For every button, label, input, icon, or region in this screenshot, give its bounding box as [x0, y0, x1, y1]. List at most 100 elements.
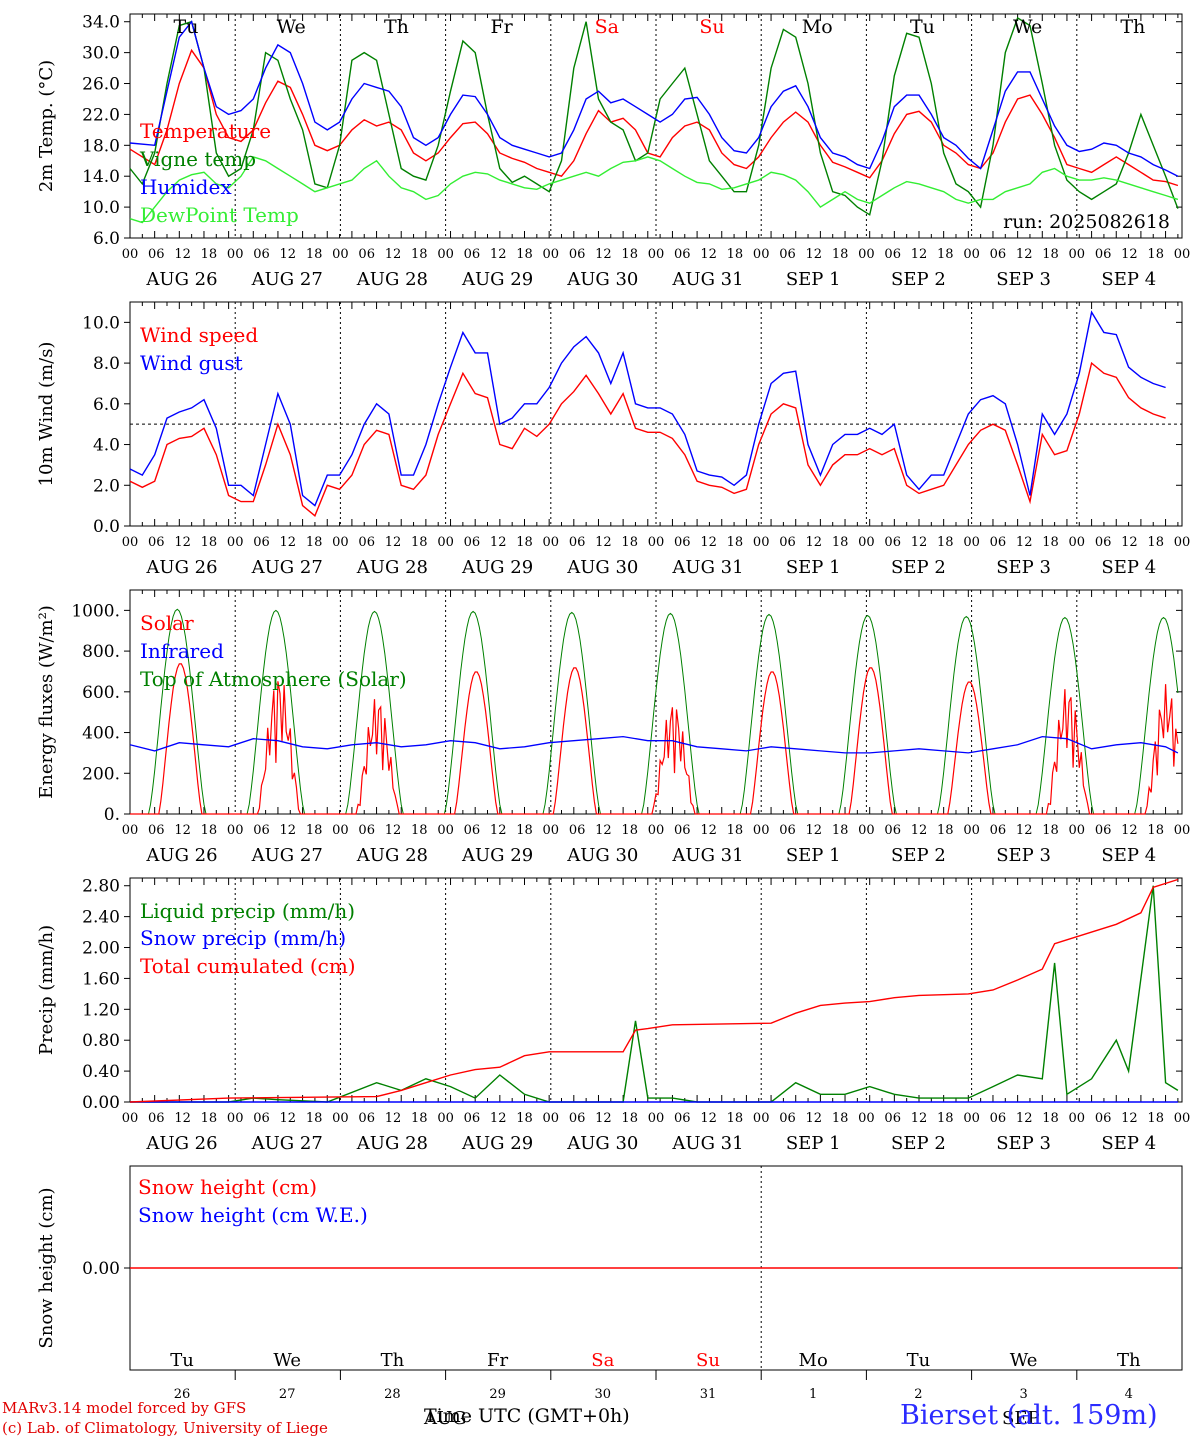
hour-label: 12: [595, 1111, 612, 1126]
hour-label: 00: [1069, 1111, 1086, 1126]
legend-entry: Vigne temp: [139, 147, 256, 171]
hour-label: 12: [385, 535, 402, 550]
hour-label: 18: [306, 535, 323, 550]
date-label: AUG 30: [566, 1133, 638, 1154]
hour-label: 00: [437, 823, 454, 838]
y-tick-label: 0.00: [82, 1093, 120, 1113]
hour-label: 12: [385, 823, 402, 838]
hour-label: 18: [727, 535, 744, 550]
hour-label: 06: [358, 823, 375, 838]
date-label: AUG 26: [145, 1133, 217, 1154]
hour-label: 00: [753, 1111, 770, 1126]
y-tick-label: 4.0: [93, 436, 120, 456]
date-label: SEP 4: [1101, 845, 1156, 866]
hour-label: 12: [700, 1111, 717, 1126]
legend-entry: Snow height (cm W.E.): [138, 1203, 368, 1227]
hour-label: 12: [385, 1111, 402, 1126]
y-tick-label: 30.0: [82, 44, 120, 64]
weekday-label: Sa: [595, 16, 619, 38]
hour-label: 18: [621, 247, 638, 262]
weekday-label: We: [273, 1350, 301, 1371]
hour-label: 00: [858, 1111, 875, 1126]
y-tick-label: 2.80: [82, 877, 120, 897]
hour-label: 12: [1121, 535, 1138, 550]
hour-label: 18: [1042, 535, 1059, 550]
hour-label: 00: [648, 535, 665, 550]
weekday-label: Tu: [907, 1350, 931, 1371]
hour-label: 18: [516, 535, 533, 550]
hour-label: 12: [174, 1111, 191, 1126]
hour-label: 18: [621, 535, 638, 550]
hour-label: 18: [1147, 1111, 1164, 1126]
hour-label: 18: [411, 1111, 428, 1126]
day-of-month-label: 28: [384, 1387, 401, 1402]
hour-label: 00: [543, 535, 560, 550]
hour-label: 06: [1095, 535, 1112, 550]
date-label: SEP 3: [996, 1133, 1051, 1154]
hour-label: 06: [464, 247, 481, 262]
hour-label: 00: [122, 823, 139, 838]
weekday-label: Tu: [910, 16, 935, 38]
hour-label: 12: [1121, 247, 1138, 262]
series-total-cumulated-cm: [129, 878, 1179, 1103]
y-axis-title: 10m Wind (m/s): [36, 342, 57, 487]
hour-label: 00: [227, 823, 244, 838]
date-label: AUG 26: [145, 557, 217, 578]
hour-label: 18: [727, 823, 744, 838]
hour-label: 12: [1016, 823, 1033, 838]
date-label: SEP 3: [996, 269, 1051, 290]
hour-label: 12: [806, 1111, 823, 1126]
y-tick-label: 0.00: [82, 1259, 120, 1279]
hour-label: 18: [621, 823, 638, 838]
hour-label: 12: [700, 535, 717, 550]
y-tick-label: 2.0: [93, 476, 120, 496]
date-label: AUG 30: [566, 269, 638, 290]
legend-entry: Total cumulated (cm): [140, 954, 356, 978]
y-tick-label: 10.0: [82, 313, 120, 333]
date-label: SEP 4: [1101, 1133, 1156, 1154]
hour-label: 06: [674, 1111, 691, 1126]
hour-label: 00: [858, 535, 875, 550]
y-tick-label: 600.: [82, 683, 120, 703]
date-label: AUG 31: [671, 269, 743, 290]
hour-label: 00: [963, 535, 980, 550]
date-label: AUG 27: [251, 269, 323, 290]
weekday-label: Fr: [490, 16, 513, 38]
y-axis-title: Energy fluxes (W/m²): [36, 605, 57, 799]
run-annotation: run: 2025082618: [1003, 211, 1170, 233]
date-label: SEP 1: [786, 1133, 841, 1154]
date-label: AUG 31: [671, 557, 743, 578]
y-tick-label: 10.0: [82, 198, 120, 218]
hour-label: 00: [437, 247, 454, 262]
panel-3: [124, 589, 1183, 815]
hour-label: 06: [569, 1111, 586, 1126]
date-label: AUG 31: [671, 1133, 743, 1154]
hour-label: 18: [1147, 247, 1164, 262]
y-tick-label: 1000.: [71, 601, 120, 621]
hour-label: 06: [779, 535, 796, 550]
hour-label: 00: [543, 823, 560, 838]
hour-label: 06: [779, 1111, 796, 1126]
day-of-month-label: 31: [700, 1387, 717, 1402]
hour-label: 18: [411, 535, 428, 550]
hour-label: 12: [1016, 247, 1033, 262]
date-label: AUG 29: [461, 845, 533, 866]
series-vigne-temp: [129, 16, 1179, 216]
hour-label: 12: [385, 247, 402, 262]
hour-label: 06: [358, 1111, 375, 1126]
month-label-aug: AUG: [423, 1408, 467, 1429]
date-label: SEP 1: [786, 845, 841, 866]
date-label: AUG 26: [145, 845, 217, 866]
hour-label: 18: [937, 823, 954, 838]
hour-label: 00: [1174, 1111, 1191, 1126]
hour-label: 12: [911, 247, 928, 262]
weekday-label: Tu: [170, 1350, 194, 1371]
legend-entry: Infrared: [140, 639, 224, 663]
hour-label: 12: [806, 823, 823, 838]
hour-label: 06: [1095, 823, 1112, 838]
hour-label: 06: [253, 823, 270, 838]
hour-label: 06: [148, 247, 165, 262]
series-humidex: [129, 20, 1179, 177]
hour-label: 18: [201, 247, 218, 262]
